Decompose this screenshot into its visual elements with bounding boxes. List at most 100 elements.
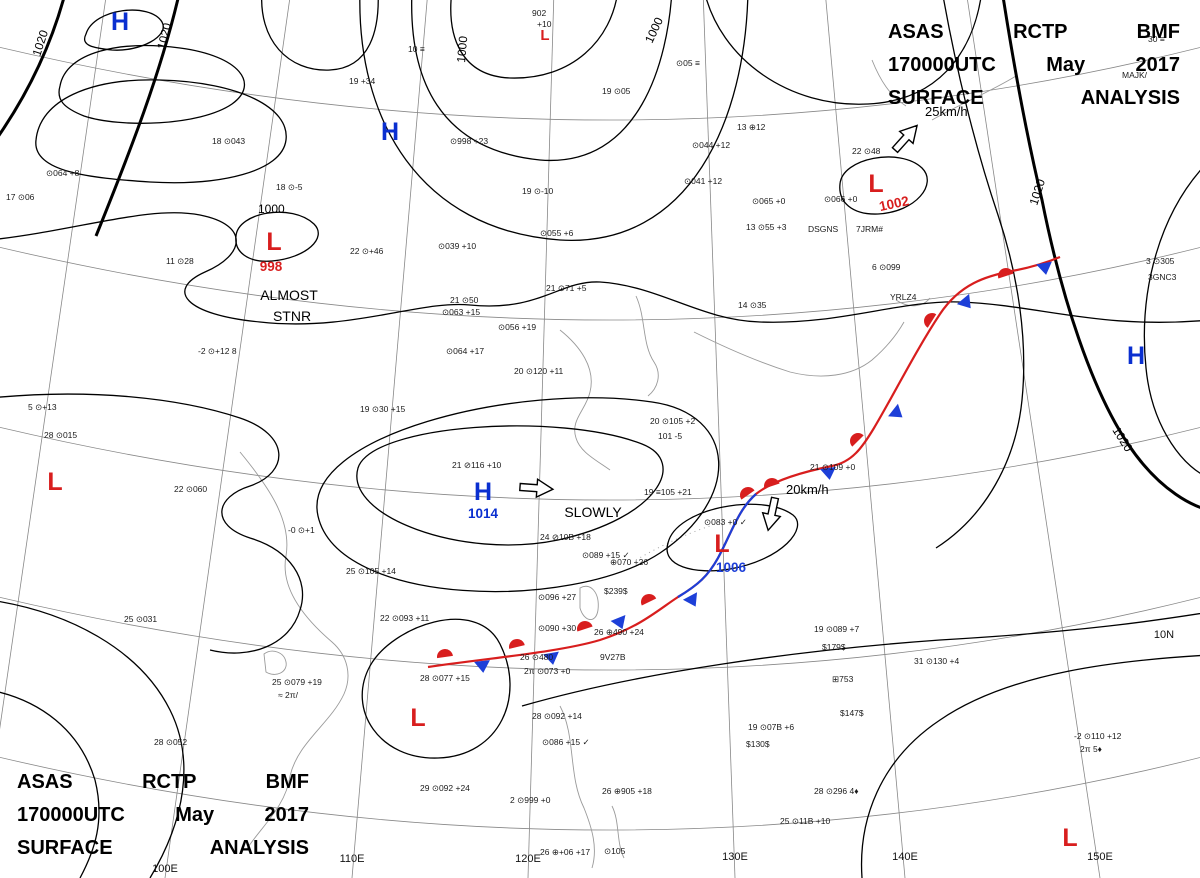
- warm-front-symbol: [437, 649, 453, 659]
- station-plot: ⊙105: [604, 846, 626, 856]
- pressure-centers: H H H 1014 H L 998 L 1002 L L 1006 L L L: [47, 8, 1145, 852]
- station-plot: 2 ⊙999 +0: [510, 795, 551, 805]
- station-plot: $130$: [746, 739, 770, 749]
- station-plot: $147$: [840, 708, 864, 718]
- station-plot: ⊙089 +15 ✓: [582, 550, 630, 560]
- station-plot: 22 ⊙060: [174, 484, 207, 494]
- station-plot: 28 ⊙077 +15: [420, 673, 470, 683]
- low-center-letter: L: [714, 530, 729, 558]
- station-plot: 3 ⊙305: [1146, 256, 1175, 266]
- station-plot: 19 ⊙089 +7: [814, 624, 859, 634]
- coastlines: [239, 59, 1017, 869]
- station-plot: 29 ⊙092 +24: [420, 783, 470, 793]
- station-plot: 25 ⊙11B +10: [780, 816, 830, 826]
- low-center-letter: L: [47, 468, 62, 496]
- annotation-almost: ALMOST: [260, 287, 318, 303]
- low-center-letter: L: [266, 228, 281, 256]
- title-line-2: 170000UTC May 2017: [888, 54, 1180, 76]
- title-line-2: 170000UTC May 2017: [17, 804, 309, 826]
- lon-label-130e: 130E: [722, 851, 748, 863]
- low-center-letter: L: [868, 170, 883, 198]
- warm-front-symbol: [577, 621, 593, 632]
- lon-label-150e: 150E: [1087, 851, 1113, 863]
- cold-front-symbol: [682, 592, 698, 607]
- isobar-label: 1000: [454, 35, 470, 63]
- station-plot: 28 ⊙015: [44, 430, 77, 440]
- station-plot: ⊙998 +23: [450, 136, 488, 146]
- station-plot: 17 ⊙06: [6, 192, 35, 202]
- station-plot: 19 +34: [349, 76, 376, 86]
- station-plot: 26 ⊙480: [520, 652, 553, 662]
- station-plot: 19 ≡105 +21: [644, 487, 692, 497]
- station-plot: ⊙064 +17: [446, 346, 484, 356]
- station-plot: +10: [537, 19, 552, 29]
- title-line-1: ASAS RCTP BMF: [17, 771, 309, 793]
- lon-label-140e: 140E: [892, 851, 918, 863]
- station-plot: 25 ⊙031: [124, 614, 157, 624]
- station-plot: ⊙055 +6: [540, 228, 574, 238]
- station-plot: ≈ 2π/: [278, 690, 299, 700]
- station-plot: 28 ⊙092 +14: [532, 711, 582, 721]
- graticule-longitude: [0, 0, 1101, 878]
- low-center-value: 998: [260, 259, 283, 274]
- station-plot: 20 ⊙120 +11: [514, 366, 564, 376]
- low-center-value: 1006: [716, 560, 747, 575]
- annotation-speed-20kmh: 20km/h: [786, 482, 829, 497]
- station-plot: YRLZ4: [890, 292, 917, 302]
- high-center-value: 1014: [468, 506, 499, 521]
- motion-arrow-south-icon: [761, 496, 782, 532]
- title-line-3: SURFACE ANALYSIS: [888, 87, 1180, 109]
- station-plot: ⊞753: [832, 674, 854, 684]
- annotation-stnr: STNR: [273, 308, 311, 324]
- station-plot: 31 ⊙130 +4: [914, 656, 959, 666]
- annotation-speed-25kmh: 25km/h: [925, 104, 968, 119]
- station-plot: 18 ⊙043: [212, 136, 245, 146]
- warm-front-symbol: [641, 594, 657, 606]
- low-center-letter: L: [410, 704, 425, 732]
- isobars-1020-thick: [0, 0, 1200, 509]
- warm-front-symbol: [740, 487, 755, 500]
- station-plot: 26 ⊕490 +24: [594, 627, 644, 637]
- isobar-label: 1020: [154, 21, 174, 51]
- station-plot: ⊙066 +0: [824, 194, 858, 204]
- title-line-1: ASAS RCTP BMF: [888, 21, 1180, 43]
- station-plot: 14 ⊙35: [738, 300, 767, 310]
- station-plot: -0 ⊙+1: [288, 525, 315, 535]
- station-plot: 18 ⊙-5: [276, 182, 303, 192]
- station-plot: 5 ⊙+13: [28, 402, 57, 412]
- station-plot: 101 -5: [658, 431, 682, 441]
- station-plot: 19 ⊙30 +15: [360, 404, 405, 414]
- cold-front-symbol: [956, 293, 971, 309]
- warm-front-symbol: [509, 639, 525, 649]
- station-plot: $179$: [822, 642, 846, 652]
- station-plot: 25 ⊙105 +14: [346, 566, 396, 576]
- station-plot: 10 ≡: [408, 44, 425, 54]
- station-plot: ⊙05 ≡: [676, 58, 700, 68]
- station-plot: 6 ⊙099: [872, 262, 901, 272]
- station-plot: 21 ⊙109 +0: [810, 462, 855, 472]
- station-plot: MAJK/: [1122, 70, 1148, 80]
- high-center-letter: H: [111, 8, 129, 36]
- station-plot: 21 ⊘116 +10: [452, 460, 502, 470]
- cold-front-symbol: [474, 660, 490, 673]
- high-center-letter: H: [381, 118, 399, 146]
- motion-arrows: [519, 124, 919, 532]
- warm-front-symbol: [764, 478, 780, 489]
- station-plot: 19 ⊙07B +6: [748, 722, 794, 732]
- station-plot: 22 ⊙093 +11: [380, 613, 430, 623]
- station-plot: 21 ⊙71 +5: [546, 283, 587, 293]
- station-plot: ⊙096 +27: [538, 592, 576, 602]
- isobar-label: 1000: [642, 15, 666, 45]
- cold-front-symbol: [1036, 261, 1052, 275]
- title-block-top-right: ASAS RCTP BMF 170000UTC May 2017 SURFACE…: [888, 16, 1180, 115]
- high-center-letter: H: [1127, 342, 1145, 370]
- lat-label-10n: 10N: [1154, 629, 1174, 641]
- warm-front-symbols: [437, 268, 1014, 659]
- station-plot: 28 ⊙296 4♦: [814, 786, 859, 796]
- low-center-value: 1002: [878, 193, 911, 214]
- station-plot: 25 ⊙079 +19: [272, 677, 322, 687]
- warm-front-symbol: [850, 433, 864, 447]
- lon-label-120e: 120E: [515, 853, 541, 865]
